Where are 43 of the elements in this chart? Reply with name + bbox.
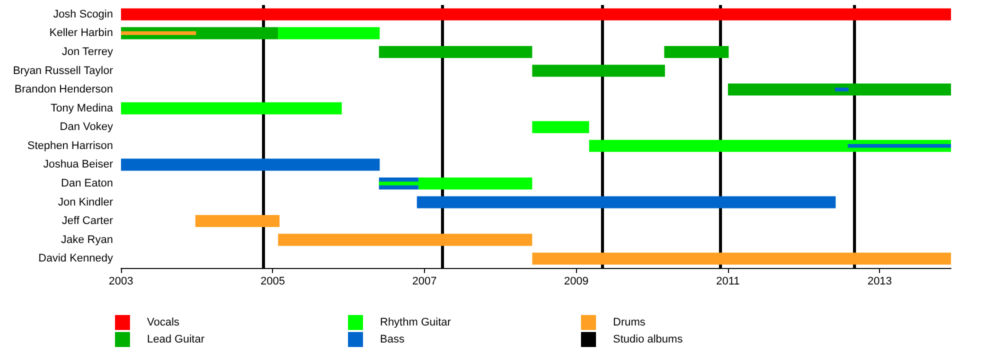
legend-label: Lead Guitar xyxy=(147,334,205,346)
y-tick-label: Josh Scogin xyxy=(53,8,113,20)
x-tick-label: 2005 xyxy=(260,276,285,288)
bar xyxy=(416,196,836,208)
x-tick-label: 2003 xyxy=(108,276,134,288)
bar xyxy=(278,234,532,246)
y-tick-label: Jon Kindler xyxy=(58,196,114,208)
bar xyxy=(378,46,532,58)
bar xyxy=(121,102,342,114)
y-tick-label: Dan Eaton xyxy=(61,177,113,190)
y-tick-label: Keller Harbin xyxy=(49,27,113,40)
y-tick-label: Brandon Henderson xyxy=(14,84,113,96)
bar xyxy=(848,144,951,148)
bar xyxy=(532,121,590,134)
legend-label: Studio albums xyxy=(613,334,684,346)
y-tick-label: Joshua Beiser xyxy=(43,158,114,171)
bar xyxy=(532,252,951,265)
y-tick-label: David Kennedy xyxy=(38,252,114,265)
x-tick-label: 2009 xyxy=(564,276,588,288)
y-tick-label: Jon Terrey xyxy=(62,46,114,58)
legend-label: Bass xyxy=(380,334,405,346)
legend-label: Rhythm Guitar xyxy=(380,316,452,328)
bar xyxy=(834,88,849,92)
y-tick-label: Jake Ryan xyxy=(61,234,113,246)
x-tick-label: 2011 xyxy=(716,276,740,288)
y-tick-label: Bryan Russell Taylor xyxy=(12,64,114,77)
bar xyxy=(121,31,196,36)
bar xyxy=(121,8,951,20)
legend-label: Drums xyxy=(613,316,646,328)
y-tick-label: Jeff Carter xyxy=(62,215,114,228)
bar xyxy=(278,27,380,40)
y-tick-label: Dan Vokey xyxy=(60,121,114,134)
bar xyxy=(532,64,665,77)
bar xyxy=(664,46,729,58)
y-tick-label: Stephen Harrison xyxy=(27,140,113,152)
legend-label: Vocals xyxy=(147,316,180,328)
bar xyxy=(589,140,951,152)
x-tick-label: 2013 xyxy=(867,276,892,288)
bar xyxy=(195,215,280,228)
y-tick-label: Tony Medina xyxy=(50,102,114,114)
x-tick-label: 2007 xyxy=(412,276,437,288)
bar xyxy=(728,84,951,96)
bar xyxy=(121,158,380,171)
